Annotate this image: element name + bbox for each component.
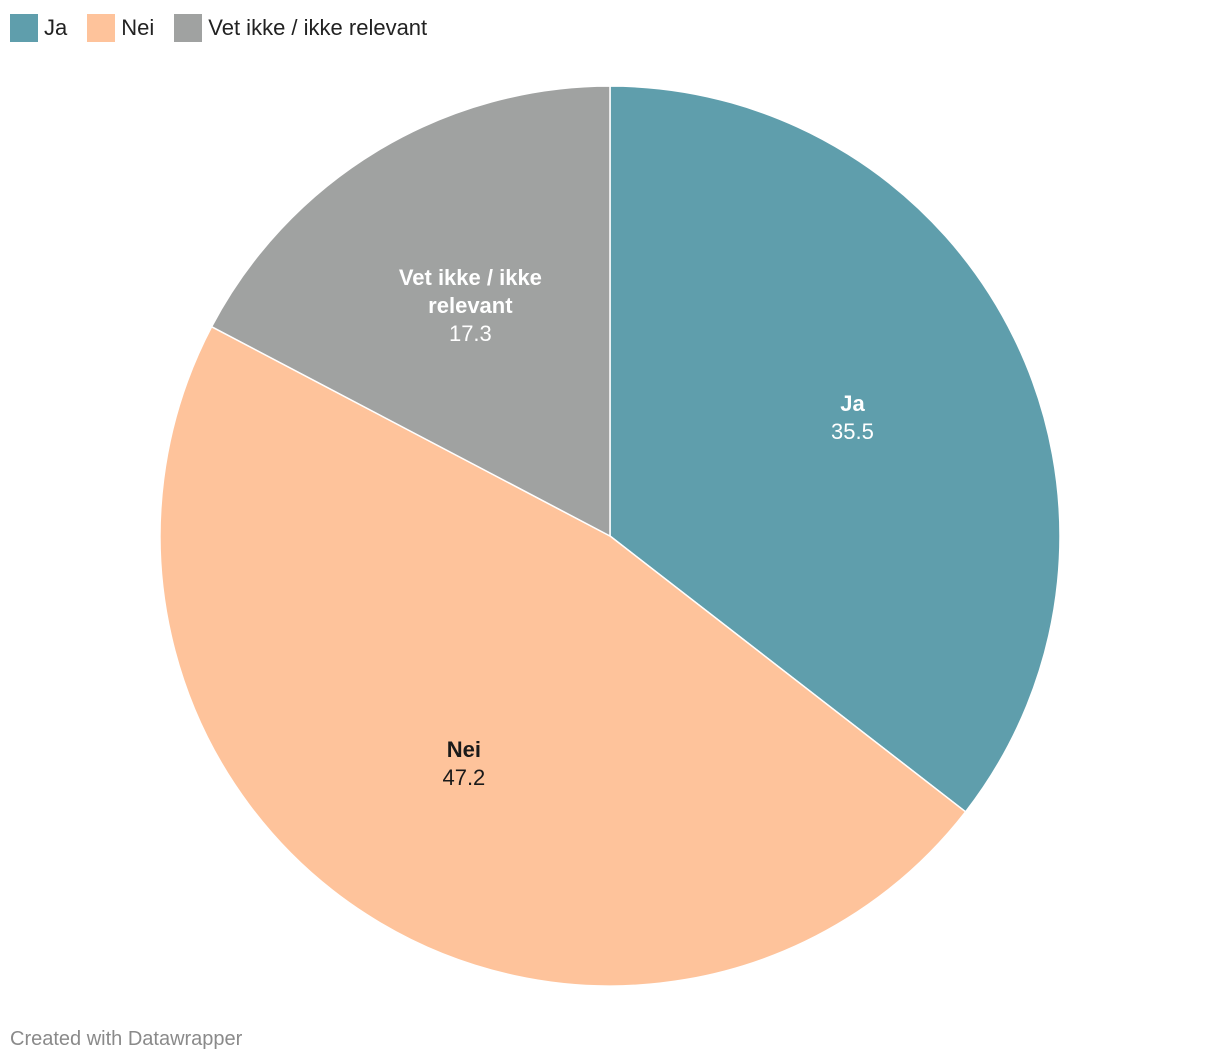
- legend-item-vet-ikke: Vet ikke / ikke relevant: [174, 13, 427, 43]
- slice-label-line: relevant: [428, 293, 513, 318]
- slice-value-1: 47.2: [442, 765, 485, 790]
- chart-legend: Ja Nei Vet ikke / ikke relevant: [10, 13, 427, 43]
- slice-label-2: Vet ikke / ikke relevant 17.3: [399, 265, 542, 346]
- slice-label-1: Nei 47.2: [442, 737, 485, 790]
- legend-item-ja: Ja: [10, 13, 67, 43]
- legend-item-nei: Nei: [87, 13, 154, 43]
- slice-labels: Ja 35.5 Nei 47.2 Vet ikke / ikke relevant 17.3: [399, 265, 874, 790]
- legend-label-ja: Ja: [44, 15, 68, 40]
- legend-label-nei: Nei: [121, 15, 155, 40]
- legend-swatch-ja: [10, 14, 38, 42]
- legend-label-vet-ikke: Vet ikke / ikke relevant: [208, 15, 428, 40]
- slice-label-line: Ja: [840, 391, 865, 416]
- slice-value-0: 35.5: [831, 419, 874, 444]
- pie-slice-1: [159, 325, 967, 987]
- slice-label-line: Nei: [447, 737, 481, 762]
- slice-label-line: Vet ikke / ikke: [399, 265, 542, 290]
- footer-credit: Created with Datawrapper: [10, 1028, 243, 1050]
- pie-slice-0: [609, 85, 1061, 813]
- legend-swatch-vet-ikke: [174, 14, 203, 42]
- legend-swatch-nei: [87, 14, 116, 42]
- pie-slice-2: [210, 85, 611, 537]
- slice-label-0: Ja 35.5: [831, 391, 874, 444]
- slice-value-2: 17.3: [449, 321, 492, 346]
